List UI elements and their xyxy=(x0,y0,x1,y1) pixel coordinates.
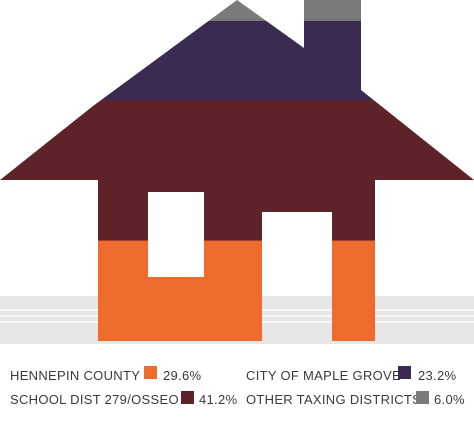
house-openings xyxy=(148,192,332,341)
legend-swatch-school xyxy=(181,391,194,404)
door-ground xyxy=(262,296,332,341)
legend-item-city: CITY OF MAPLE GROVE 23.2% xyxy=(246,366,457,383)
legend-value-other: 6.0% xyxy=(434,392,465,407)
legend-item-other: OTHER TAXING DISTRICTS 6.0% xyxy=(246,391,465,407)
legend-value-city: 23.2% xyxy=(418,368,457,383)
legend-name-hennepin: HENNEPIN COUNTY xyxy=(10,368,140,383)
band-city xyxy=(0,20,474,101)
legend: HENNEPIN COUNTY 29.6% SCHOOL DIST 279/OS… xyxy=(10,366,465,407)
legend-item-school: SCHOOL DIST 279/OSSEO 41.2% xyxy=(10,391,238,407)
legend-swatch-other xyxy=(416,391,429,404)
window-opening xyxy=(148,192,204,277)
legend-value-school: 41.2% xyxy=(199,392,238,407)
legend-item-hennepin: HENNEPIN COUNTY 29.6% xyxy=(10,366,202,383)
legend-swatch-city xyxy=(398,366,411,379)
legend-name-other: OTHER TAXING DISTRICTS xyxy=(246,392,421,407)
legend-value-hennepin: 29.6% xyxy=(163,368,202,383)
legend-name-school: SCHOOL DIST 279/OSSEO xyxy=(10,392,179,407)
legend-name-city: CITY OF MAPLE GROVE xyxy=(246,368,401,383)
band-other xyxy=(0,0,474,21)
legend-swatch-hennepin xyxy=(144,366,157,379)
house-fill xyxy=(0,0,474,341)
band-school xyxy=(0,99,474,241)
